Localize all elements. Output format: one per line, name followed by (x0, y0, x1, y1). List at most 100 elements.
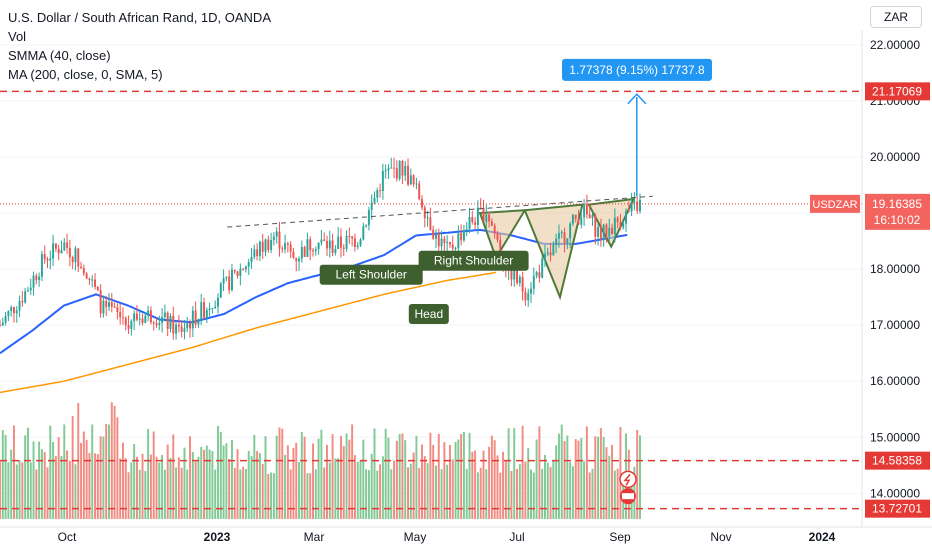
volume-bar (253, 434, 256, 519)
candle-body (627, 211, 630, 213)
volume-bar (149, 454, 152, 519)
candle-body (328, 240, 331, 249)
volume-bar (580, 437, 583, 519)
candle-body (563, 232, 566, 244)
candle-body (597, 226, 600, 237)
volume-bar (127, 472, 130, 519)
candle-body (172, 315, 175, 334)
candle-body (0, 325, 1, 327)
volume-bar (583, 461, 586, 519)
volume-bar (518, 464, 521, 519)
candle-body (636, 201, 639, 212)
legend-vol: Vol (8, 29, 27, 44)
candle-body (381, 170, 384, 192)
volume-bar (328, 462, 331, 519)
volume-bar (133, 444, 136, 519)
price-axis[interactable]: 14.00000 15.00000 16.00000 17.00000 18.00000… (810, 0, 932, 550)
volume-bar (306, 473, 309, 519)
candle-body (7, 311, 10, 317)
volume-bar (499, 472, 502, 519)
volume-bar (54, 456, 57, 519)
candle-body (211, 308, 214, 310)
volume-bar (504, 460, 507, 519)
candle-body (52, 243, 55, 259)
candle-body (384, 170, 387, 172)
candle-body (289, 244, 292, 252)
candle-body (183, 328, 186, 332)
candle-body (175, 324, 178, 334)
volume-bar (359, 460, 362, 519)
volume-bar (57, 437, 60, 519)
volume-bar (339, 435, 342, 519)
volume-bar (161, 454, 164, 519)
volume-bar (63, 424, 66, 519)
volume-bar (398, 434, 401, 519)
volume-bar (205, 445, 208, 519)
volume-bar (38, 441, 41, 519)
volume-bar (12, 425, 15, 519)
volume-bar (448, 445, 451, 519)
volume-bar (538, 426, 541, 519)
volume-bar (141, 453, 144, 519)
volume-bar (373, 428, 376, 519)
volume-bar (421, 444, 423, 519)
time-axis[interactable]: Oct 2023 Mar May Jul Sep Nov 2024 (0, 526, 932, 550)
candle-body (309, 239, 312, 251)
ma-layer (0, 228, 628, 394)
candle-body (1, 322, 4, 326)
volume-bar (29, 462, 32, 519)
volume-bar (566, 435, 569, 519)
volume-bar (0, 461, 1, 519)
volume-bar (381, 456, 384, 519)
volume-bar (214, 469, 217, 519)
price-tick-label: 16.00000 (870, 374, 920, 388)
time-tick-label: Oct (58, 530, 77, 544)
candle-body (518, 276, 521, 284)
volume-bar (138, 469, 141, 519)
volume-bar (367, 470, 370, 519)
candle-body (608, 227, 611, 237)
time-tick-label: Jul (509, 530, 524, 544)
currency-selector[interactable]: ZAR (870, 6, 922, 28)
volume-bar (502, 451, 505, 519)
volume-bar (613, 470, 616, 519)
volume-bar (303, 436, 306, 519)
candle-body (250, 256, 253, 262)
volume-bar (177, 457, 180, 519)
volume-bar (267, 473, 270, 519)
candle-body (15, 310, 18, 314)
volume-bar (451, 459, 454, 519)
time-tick-label: Nov (710, 530, 731, 544)
candle-body (605, 224, 608, 237)
volume-bar (18, 459, 21, 519)
volume-bar (250, 456, 253, 519)
lightning-icon (619, 470, 637, 489)
candle-body (275, 231, 278, 237)
neckline (227, 195, 653, 228)
volume-bar (26, 427, 29, 519)
measure-label: 1.77378 (9.15%) 17737.8 (569, 63, 705, 77)
volume-bar (468, 432, 471, 519)
volume-bar (43, 452, 46, 519)
candle-body (588, 214, 591, 219)
volume-bar (4, 434, 7, 519)
candle-body (264, 239, 267, 252)
volume-bar (147, 428, 150, 519)
volume-bar (560, 424, 563, 519)
volume-bar (639, 435, 641, 519)
volume-bar (15, 464, 18, 519)
candle-body (580, 217, 583, 225)
volume-bar (183, 447, 186, 519)
volume-bar (244, 468, 247, 519)
candle-body (88, 278, 91, 280)
volume-bar (130, 462, 133, 519)
volume-bar (264, 436, 267, 519)
volume-bar (108, 424, 110, 519)
candle-body (222, 278, 225, 284)
candle-body (448, 242, 451, 245)
candle-body (474, 222, 477, 225)
candle-body (68, 247, 71, 258)
pattern-label: Head (414, 307, 443, 321)
candle-body (133, 313, 136, 322)
